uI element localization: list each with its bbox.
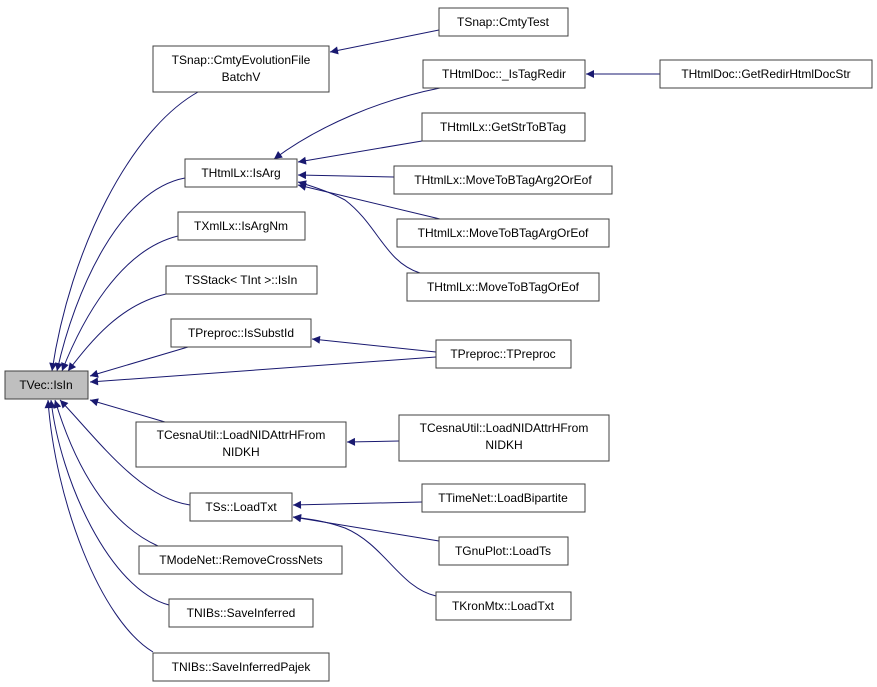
- node-gnuplot-loadts[interactable]: TGnuPlot::LoadTs: [438, 536, 569, 566]
- node-tsstack-isin[interactable]: TSStack< TInt >::IsIn: [165, 265, 318, 295]
- node-label: THtmlDoc::GetRedirHtmlDocStr: [681, 67, 850, 81]
- node-label: NIDKH: [222, 445, 259, 459]
- node-label: TCesnaUtil::LoadNIDAttrHFrom: [157, 428, 326, 442]
- edge-cmtyevo-isin: [49, 91, 199, 372]
- edge-getstrtobtag-isarg: [297, 140, 423, 165]
- edge-istagredir-isarg: [273, 87, 441, 160]
- node-label: THtmlLx::MoveToBTagOrEof: [427, 280, 580, 294]
- node-timenet-loadbipartite[interactable]: TTimeNet::LoadBipartite: [421, 483, 586, 513]
- node-label: THtmlLx::GetStrToBTag: [440, 120, 566, 134]
- node-label: TSs::LoadTxt: [205, 500, 277, 514]
- node-label: TGnuPlot::LoadTs: [455, 544, 551, 558]
- node-label: TTimeNet::LoadBipartite: [438, 491, 568, 505]
- node-ss-loadtxt[interactable]: TSs::LoadTxt: [189, 492, 293, 522]
- edge-cesna-isin: [89, 398, 166, 423]
- node-label: TModeNet::RemoveCrossNets: [159, 553, 322, 567]
- node-htmllx-getstrtobtag[interactable]: THtmlLx::GetStrToBTag: [421, 112, 586, 142]
- node-label: TPreproc::TPreproc: [450, 347, 555, 361]
- edge-tpreproc-isin: [89, 356, 437, 386]
- node-label: TVec::IsIn: [19, 378, 72, 392]
- edge-modenet-isin: [53, 399, 159, 547]
- edge-arg2oreof-isarg: [297, 171, 395, 180]
- node-htmllx-movetobtagarg2oreof[interactable]: THtmlLx::MoveToBTagArg2OrEof: [393, 165, 613, 195]
- edge-kronloadtxt-ssloadtxt: [292, 513, 437, 597]
- edge-loadbipartite-ssloadtxt: [292, 500, 423, 509]
- node-nibs-saveinferred[interactable]: TNIBs::SaveInferred: [168, 598, 314, 628]
- edge-btagoreof-isarg: [297, 180, 421, 274]
- edge-saveinf-isin: [47, 399, 170, 606]
- node-label: TSnap::CmtyTest: [457, 15, 550, 29]
- edge-isarg-isin: [54, 177, 186, 372]
- node-label: TCesnaUtil::LoadNIDAttrHFrom: [420, 421, 589, 435]
- node-tvec-isin[interactable]: TVec::IsIn: [4, 370, 89, 400]
- node-label: THtmlLx::MoveToBTagArg2OrEof: [414, 173, 592, 187]
- node-label: TKronMtx::LoadTxt: [452, 599, 555, 613]
- edge-issubstid-isin: [89, 346, 189, 378]
- node-label: TSStack< TInt >::IsIn: [185, 273, 298, 287]
- node-label: TNIBs::SaveInferredPajek: [172, 660, 312, 674]
- node-kronmtx-loadtxt[interactable]: TKronMtx::LoadTxt: [435, 591, 572, 621]
- node-htmllx-movetobtagargoreof[interactable]: THtmlLx::MoveToBTagArgOrEof: [396, 218, 610, 248]
- node-htmllx-movetobtagoreof[interactable]: THtmlLx::MoveToBTagOrEof: [406, 272, 600, 302]
- node-label: THtmlDoc::_IsTagRedir: [442, 67, 566, 81]
- node-label: TPreproc::IsSubstId: [188, 326, 294, 340]
- node-label: THtmlLx::MoveToBTagArgOrEof: [418, 226, 589, 240]
- edges: [44, 29, 660, 653]
- node-label: TSnap::CmtyEvolutionFile: [172, 53, 311, 67]
- edge-cesna-cesna: [346, 437, 400, 446]
- edge-tpreproc-issubstid: [311, 335, 437, 353]
- node-modenet-removecrossnets[interactable]: TModeNet::RemoveCrossNets: [138, 545, 343, 575]
- node-label: TNIBs::SaveInferred: [187, 606, 296, 620]
- node-htmllx-isarg[interactable]: THtmlLx::IsArg: [184, 158, 298, 188]
- edge-isargnm-isin: [61, 235, 179, 372]
- nodes: TVec::IsIn TSnap::CmtyEvolutionFileBatch…: [4, 7, 873, 682]
- edge-tsstack-isin: [67, 293, 167, 372]
- node-label: BatchV: [222, 70, 261, 84]
- node-xmllx-isargnm[interactable]: TXmlLx::IsArgNm: [177, 211, 306, 241]
- node-preproc-issubstid[interactable]: TPreproc::IsSubstId: [170, 318, 312, 348]
- node-nibs-saveinferredpajek[interactable]: TNIBs::SaveInferredPajek: [152, 652, 330, 682]
- node-label: TXmlLx::IsArgNm: [194, 219, 288, 233]
- edge-saveinfpajek-isin: [44, 399, 154, 653]
- node-label: THtmlLx::IsArg: [201, 166, 280, 180]
- edge-ssloadtxt-isin: [59, 399, 191, 506]
- node-snap-cmtytest[interactable]: TSnap::CmtyTest: [438, 7, 569, 37]
- node-label: NIDKH: [485, 438, 522, 452]
- edge-argoreof-isarg: [297, 182, 441, 220]
- edge-cmtytest-cmtyevo: [329, 29, 440, 55]
- node-htmldoc-istagredir[interactable]: THtmlDoc::_IsTagRedir: [422, 59, 586, 89]
- node-preproc-tpreproc[interactable]: TPreproc::TPreproc: [435, 339, 572, 369]
- node-htmldoc-getredirhtmldocstr[interactable]: THtmlDoc::GetRedirHtmlDocStr: [659, 59, 873, 89]
